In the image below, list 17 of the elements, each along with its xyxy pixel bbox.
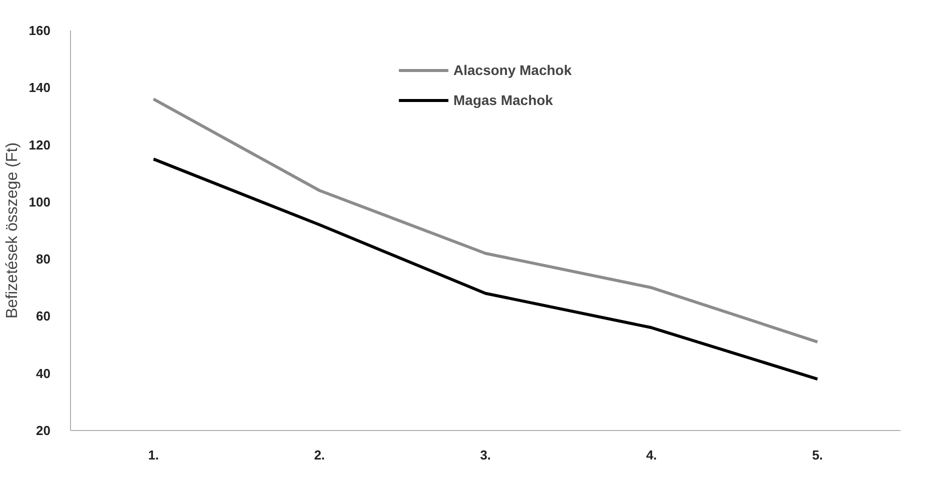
y-tick-label: 100 bbox=[28, 194, 51, 210]
legend-label: Alacsony Machok bbox=[453, 62, 572, 78]
x-tick-label: 5. bbox=[812, 448, 823, 462]
y-tick-label: 20 bbox=[36, 423, 51, 438]
y-tick-label: 80 bbox=[36, 252, 51, 267]
line-series bbox=[152, 158, 819, 381]
x-tick-label: 3. bbox=[480, 448, 491, 462]
y-tick-label: 120 bbox=[28, 137, 51, 152]
x-tick-label: 4. bbox=[646, 448, 657, 462]
y-axis-title: Befizetések összege (Ft) bbox=[4, 142, 21, 319]
x-tick-label: 2. bbox=[314, 448, 325, 462]
y-tick-label: 60 bbox=[36, 308, 51, 324]
y-tick-label: 40 bbox=[36, 366, 51, 381]
y-tick-label: 140 bbox=[28, 80, 51, 96]
legend-label: Magas Machok bbox=[453, 92, 553, 108]
y-tick-label: 160 bbox=[28, 23, 51, 38]
x-tick-label: 1. bbox=[148, 448, 159, 462]
